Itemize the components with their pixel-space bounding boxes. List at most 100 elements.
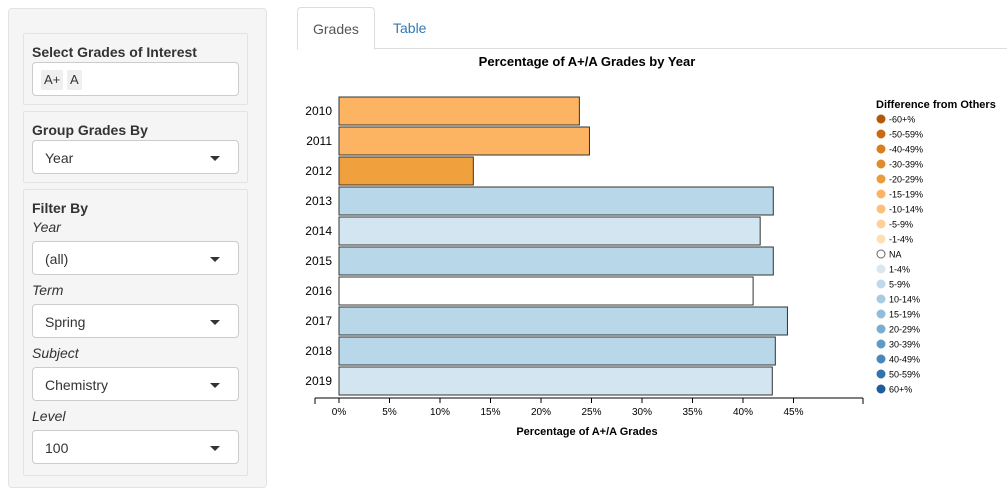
y-tick-label: 2015 <box>305 254 332 268</box>
x-axis-label: Percentage of A+/A Grades <box>516 426 657 438</box>
bar-2011 <box>338 126 590 156</box>
y-tick-label: 2017 <box>305 314 332 328</box>
y-tick-label: 2016 <box>305 284 332 298</box>
legend-entry-label: 1-4% <box>889 265 910 275</box>
legend-swatch <box>876 369 886 379</box>
legend-swatch <box>876 234 886 244</box>
x-tick-label: 40% <box>733 407 753 418</box>
y-tick-label: 2010 <box>305 104 332 118</box>
legend-swatch <box>876 354 886 364</box>
chevron-down-icon <box>210 320 220 325</box>
filter-subject-label: Subject <box>32 345 79 361</box>
filter-term-select[interactable]: Spring <box>32 304 239 338</box>
bar-2015 <box>338 246 774 276</box>
group-label: Group Grades By <box>32 122 148 138</box>
legend: Difference from Others -60+% -50-59% -40-4… <box>876 99 996 395</box>
x-tick-label: 25% <box>581 407 601 418</box>
bar-2013 <box>338 186 774 216</box>
legend-entry-label: -10-14% <box>889 205 923 215</box>
chevron-down-icon <box>210 156 220 161</box>
grades-label: Select Grades of Interest <box>32 44 197 60</box>
legend-swatch <box>876 189 886 199</box>
y-tick-label: 2012 <box>305 164 332 178</box>
legend-entry-label: -15-19% <box>889 190 923 200</box>
filter-term-label: Term <box>32 282 64 298</box>
bar-2014 <box>338 216 761 246</box>
x-tick-label: 35% <box>682 407 702 418</box>
legend-swatch <box>876 309 886 319</box>
filter-year-select[interactable]: (all) <box>32 241 239 275</box>
grades-multiselect[interactable]: A+ A <box>32 62 239 96</box>
sidebar-panel: Select Grades of Interest A+ A Group Gra… <box>8 8 267 488</box>
filter-subject-select[interactable]: Chemistry <box>32 367 239 401</box>
tab-bar: Grades Table <box>297 7 1007 50</box>
filter-label: Filter By <box>32 200 89 216</box>
x-tick-label: 5% <box>382 407 397 418</box>
bar-2019 <box>338 366 773 396</box>
legend-entry-label: -1-4% <box>889 235 913 245</box>
filter-level-value: 100 <box>45 440 69 456</box>
legend-entry-label: 50-59% <box>889 370 920 380</box>
legend-entry-label: -5-9% <box>889 220 913 230</box>
legend-entry-label: 20-29% <box>889 325 920 335</box>
filter-year-label: Year <box>32 219 61 235</box>
y-tick-label: 2011 <box>306 134 332 148</box>
y-tick-label: 2019 <box>305 374 332 388</box>
legend-entry-label: 40-49% <box>889 355 920 365</box>
y-tick-label: 2013 <box>305 194 332 208</box>
y-tick-label: 2018 <box>305 344 332 358</box>
legend-entry-label: -20-29% <box>889 175 923 185</box>
x-tick-label: 20% <box>531 407 551 418</box>
chevron-down-icon <box>210 257 220 262</box>
tab-table[interactable]: Table <box>393 20 427 36</box>
legend-entry-label: 30-39% <box>889 340 920 350</box>
x-tick-label: 45% <box>783 407 803 418</box>
x-tick-label: 15% <box>480 407 500 418</box>
grade-chip-a[interactable]: A <box>67 70 82 90</box>
chevron-down-icon <box>210 383 220 388</box>
bar-2017 <box>338 306 788 336</box>
legend-entry-label: -60+% <box>889 115 915 125</box>
legend-entry-label: -40-49% <box>889 145 923 155</box>
legend-swatch <box>876 249 886 259</box>
group-by-select[interactable]: Year <box>32 140 239 174</box>
bar-2012 <box>338 156 474 186</box>
filter-subject-value: Chemistry <box>45 377 109 393</box>
group-by-value: Year <box>45 150 74 166</box>
filter-section: Filter By Year (all) Term Spring Subject… <box>23 189 248 476</box>
filter-level-label: Level <box>32 408 66 424</box>
grade-chip-aplus[interactable]: A+ <box>41 70 64 90</box>
legend-entry-label: 5-9% <box>889 280 910 290</box>
chart-title: Percentage of A+/A Grades by Year <box>479 54 696 69</box>
grades-section: Select Grades of Interest A+ A <box>23 33 248 105</box>
legend-swatch <box>876 174 886 184</box>
y-tick-label: 2014 <box>305 224 332 238</box>
tab-grades[interactable]: Grades <box>297 7 375 50</box>
bars-layer: 2010 2011 2012 2013 2014 2015 2016 2017 2018 2019 <box>305 96 788 396</box>
bar-2016 <box>338 276 754 306</box>
x-tick-label: 0% <box>332 407 347 418</box>
legend-swatch <box>876 114 886 124</box>
legend-title: Difference from Others <box>876 99 996 111</box>
legend-swatch <box>876 339 886 349</box>
filter-level-select[interactable]: 100 <box>32 430 239 464</box>
legend-swatch <box>876 279 886 289</box>
legend-entry-label: 10-14% <box>889 295 920 305</box>
filter-term-value: Spring <box>45 314 86 330</box>
legend-swatch <box>876 129 886 139</box>
filter-year-value: (all) <box>45 251 69 267</box>
legend-entry-label: -30-39% <box>889 160 923 170</box>
legend-swatch <box>876 219 886 229</box>
legend-swatch <box>876 144 886 154</box>
legend-swatch <box>876 324 886 334</box>
legend-entry-label: 60+% <box>889 385 912 395</box>
x-tick-label: 30% <box>632 407 652 418</box>
legend-swatch <box>876 384 886 394</box>
bar-2018 <box>338 336 776 366</box>
x-axis: 0% 5% 10% 15% 20% 25% 30% 35% 40% 45% <box>314 397 864 418</box>
chevron-down-icon <box>210 446 220 451</box>
legend-entry-label: 15-19% <box>889 310 920 320</box>
group-section: Group Grades By Year <box>23 111 248 183</box>
legend-swatch <box>876 294 886 304</box>
